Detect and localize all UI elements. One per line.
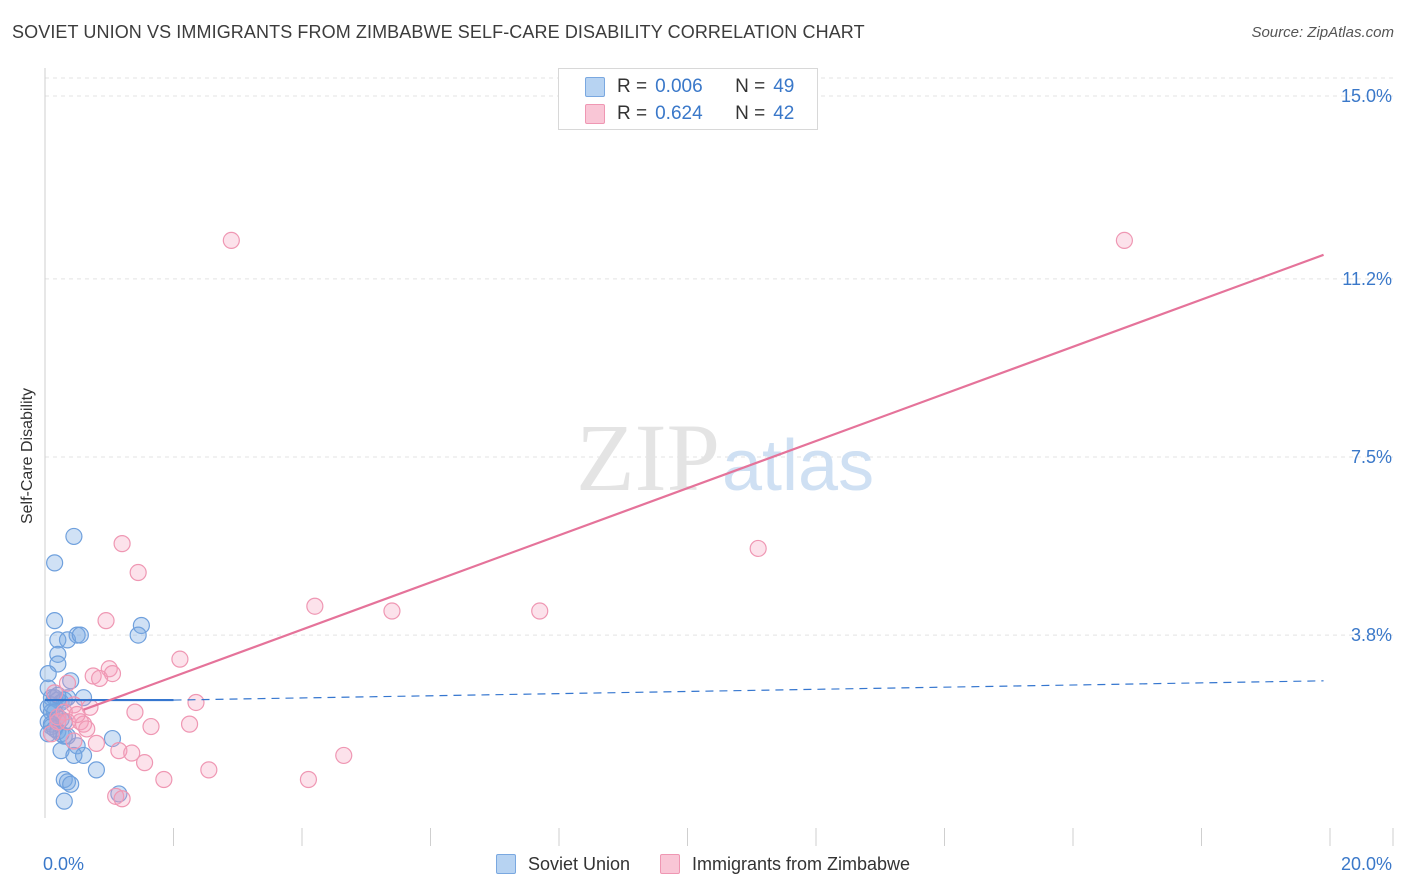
zimbabwe-point	[187, 693, 205, 712]
zimbabwe-point	[113, 790, 131, 808]
y-axis-label: Self-Care Disability	[19, 387, 36, 525]
zimbabwe-point	[299, 770, 318, 789]
r-value: 0.624	[655, 103, 703, 124]
soviet-union-point	[74, 689, 93, 707]
zimbabwe-point	[42, 725, 61, 743]
soviet-union-point	[58, 631, 77, 649]
zimbabwe-point	[58, 674, 77, 692]
zimbabwe-point	[123, 744, 141, 762]
zimbabwe-point	[531, 602, 549, 620]
r-value: 0.006	[655, 76, 703, 97]
zimbabwe-point	[91, 669, 109, 688]
zimbabwe-point	[46, 684, 64, 702]
zimbabwe-point	[142, 717, 160, 736]
tick-labels: 3.8% 7.5% 11.2% 15.0% 0.0% 20.0%	[43, 86, 1392, 874]
soviet-union-point	[87, 761, 106, 779]
soviet-union-point	[132, 616, 150, 635]
y-tick-label: 11.2%	[1342, 269, 1392, 289]
soviet-union-point	[46, 612, 64, 630]
soviet-union-point	[71, 626, 89, 644]
zimbabwe-point	[68, 705, 86, 724]
x-tick-label: 20.0%	[1341, 854, 1392, 874]
legend-row-soviet-union: R = 0.006 N = 49	[585, 75, 794, 99]
legend-item-zimbabwe[interactable]: Immigrants from Zimbabwe	[660, 854, 910, 875]
zimbabwe-point	[103, 664, 122, 683]
zimbabwe-point	[749, 539, 767, 558]
n-label: N =	[735, 76, 766, 97]
soviet-union-swatch	[585, 77, 605, 97]
zimbabwe-point	[74, 715, 93, 733]
zimbabwe-point	[129, 563, 147, 582]
soviet-union-point	[74, 746, 93, 765]
soviet-union-point	[62, 775, 80, 793]
zimbabwe-point	[87, 734, 106, 752]
n-value: 49	[773, 76, 795, 97]
soviet-union-point	[110, 785, 128, 803]
zimbabwe-point	[383, 602, 401, 620]
zimbabwe-point	[335, 746, 353, 765]
zimbabwe-swatch	[585, 104, 605, 124]
legend-stats: R = 0.006 N = 49 R = 0.624 N = 42	[558, 68, 818, 130]
zimbabwe-swatch	[660, 854, 680, 874]
soviet-union-point	[65, 527, 83, 546]
legend-series: Soviet Union Immigrants from Zimbabwe	[0, 852, 1406, 876]
zimbabwe-point	[97, 612, 115, 630]
zimbabwe-point	[126, 703, 144, 721]
y-tick-label: 3.8%	[1351, 625, 1392, 645]
r-label: R =	[617, 103, 648, 124]
legend-row-zimbabwe: R = 0.624 N = 42	[585, 102, 794, 126]
zimbabwe-point	[49, 708, 67, 726]
gridlines	[45, 77, 1395, 636]
zimbabwe-point	[306, 597, 324, 615]
soviet-union-point	[129, 626, 147, 644]
soviet-union-trend-dashed	[173, 680, 1324, 701]
soviet-union-swatch	[495, 854, 516, 874]
soviet-union-point	[49, 631, 67, 649]
n-value: 42	[773, 103, 795, 124]
zimbabwe-point	[65, 732, 83, 750]
zimbabwe-point	[155, 770, 173, 789]
zimbabwe-point	[171, 650, 189, 668]
legend-label: Immigrants from Zimbabwe	[692, 853, 911, 874]
soviet-union-point	[62, 672, 80, 690]
zimbabwe-point	[135, 754, 154, 772]
y-tick-label: 15.0%	[1341, 86, 1392, 106]
trend-lines	[45, 253, 1324, 711]
zimbabwe-point	[180, 715, 199, 733]
n-label: N =	[735, 103, 766, 124]
soviet-union-point	[46, 554, 64, 572]
legend-item-soviet-union[interactable]: Soviet Union	[495, 853, 630, 875]
zimbabwe-point	[222, 231, 240, 249]
soviet-union-point	[52, 742, 70, 760]
zimbabwe-point	[1115, 231, 1134, 249]
soviet-union-point	[55, 792, 73, 810]
y-tick-label: 7.5%	[1351, 447, 1392, 467]
zimbabwe-trend-line	[83, 253, 1324, 711]
x-tick-label: 0.0%	[43, 854, 84, 874]
soviet-union-point	[49, 645, 67, 663]
watermark-zip: ZIP	[576, 404, 720, 511]
r-label: R =	[617, 76, 648, 97]
data-points	[39, 231, 1134, 810]
zimbabwe-point	[200, 761, 218, 779]
zimbabwe-point	[113, 535, 131, 553]
soviet-union-point	[58, 773, 77, 791]
chart-title: SOVIET UNION VS IMMIGRANTS FROM ZIMBABWE…	[12, 22, 865, 42]
legend-label: Soviet Union	[527, 853, 630, 874]
zimbabwe-point	[110, 742, 128, 760]
source-credit: Source: ZipAtlas.com	[1251, 24, 1394, 41]
soviet-union-point	[39, 664, 57, 683]
zimbabwe-point	[78, 720, 96, 738]
soviet-union-point	[65, 746, 83, 765]
soviet-union-point	[68, 737, 86, 755]
